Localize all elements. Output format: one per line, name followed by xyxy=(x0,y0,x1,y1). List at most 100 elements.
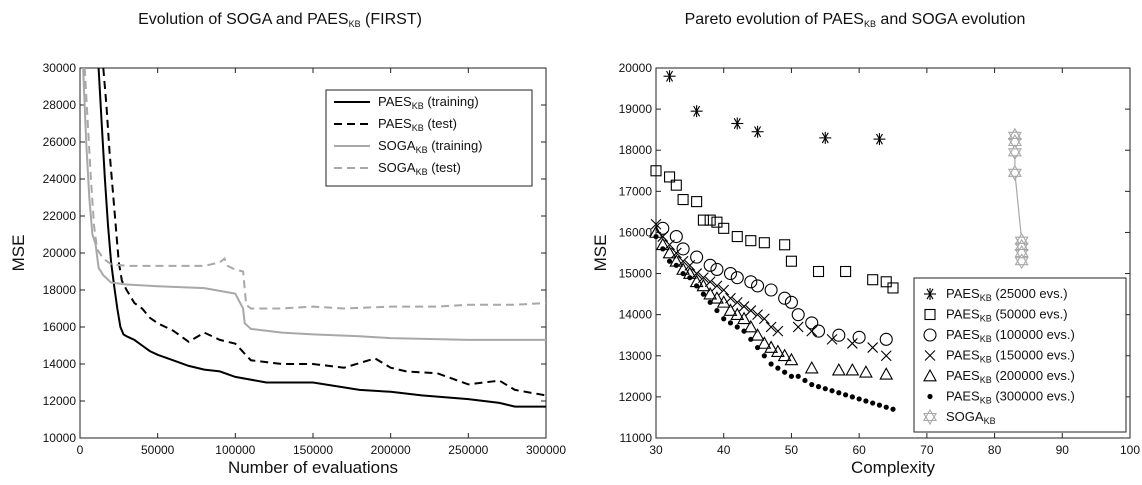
right-series-6-point xyxy=(700,291,707,297)
right-series-4-point xyxy=(677,255,689,267)
right-legend-label-4: PAESKB (150000 evs.) xyxy=(946,348,1075,365)
left-y-ticks: 10000 12000 14000 16000 18000 20000 22000 24000… xyxy=(43,61,546,445)
right-legend-label-5-main: PAES xyxy=(946,368,980,383)
right-legend-label-1-main: PAES xyxy=(946,286,980,301)
right-series-4-point xyxy=(772,325,784,337)
right-legend-label-5-sub: KB xyxy=(980,375,992,385)
right-legend-marker-4 xyxy=(924,350,936,361)
right-series-6-point xyxy=(721,316,727,322)
right-legend-label-1-sub: KB xyxy=(980,293,992,303)
right-series-6-point xyxy=(680,270,686,277)
right-y-tick-label: 14000 xyxy=(619,308,653,322)
right-series-6-point xyxy=(761,353,767,359)
left-x-tick-label: 0 xyxy=(77,443,84,457)
right-series-4-point xyxy=(758,313,770,325)
right-y-tick-label: 13000 xyxy=(619,349,653,363)
right-x-tick-label: 30 xyxy=(649,443,663,457)
left-x-tick-label: 150000 xyxy=(293,443,333,457)
right-series-6-point xyxy=(754,344,761,351)
right-series-4-point xyxy=(745,305,757,316)
right-series-2-point xyxy=(785,255,797,267)
right-series-6-point xyxy=(687,275,693,281)
right-series-5-point xyxy=(737,311,751,325)
right-series-4-point xyxy=(670,247,682,259)
right-x-ticks: 30 40 50 60 70 80 90 100 xyxy=(649,68,1140,457)
right-series-5-point xyxy=(743,319,758,333)
right-series-3-point xyxy=(751,279,765,293)
right-series-3-point xyxy=(723,267,738,281)
right-series-5-point xyxy=(764,340,779,353)
right-series-6-point xyxy=(673,262,679,268)
right-series-1-point xyxy=(819,131,832,144)
right-series-5-point xyxy=(710,291,724,304)
right-series-3-point xyxy=(778,291,792,305)
right-legend: PAESKB (25000 evs.)PAESKB (50000 evs.)PA… xyxy=(913,277,1127,433)
right-series-6-point xyxy=(856,396,862,402)
right-series-6-point xyxy=(809,381,815,388)
right-series-4-point xyxy=(731,296,743,308)
right-series-5-point xyxy=(757,336,772,349)
right-chart-title: Pareto evolution of PAESKB and SOGA evol… xyxy=(685,11,1026,29)
right-series-4-point xyxy=(752,309,763,321)
right-series-6-point xyxy=(714,307,720,314)
right-x-tick-label: 50 xyxy=(785,443,799,457)
left-legend-label-1-main: PAES xyxy=(378,94,412,109)
right-legend-label-7: SOGAKB xyxy=(946,409,996,426)
right-series-2-point xyxy=(812,265,825,278)
left-x-axis-label: Number of evaluations xyxy=(228,458,398,477)
right-series-6 xyxy=(653,233,896,412)
left-legend-label-4-main: SOGA xyxy=(378,160,416,175)
right-series-4-point xyxy=(718,284,730,296)
right-legend-label-3-sub: KB xyxy=(980,334,992,344)
right-series-4-point xyxy=(846,338,858,349)
right-series-6-point xyxy=(870,400,876,406)
right-series-2-point xyxy=(704,214,716,226)
left-legend-label-3-main: SOGA xyxy=(378,138,416,153)
right-series-3-point xyxy=(744,275,758,289)
right-series-6-point xyxy=(788,373,795,379)
right-series-4-point xyxy=(650,218,662,230)
left-y-tick-label: 20000 xyxy=(43,246,77,260)
right-series-5-point xyxy=(662,245,677,259)
right-series-7-point xyxy=(1007,164,1022,181)
left-legend-label-2: PAESKB (test) xyxy=(378,116,457,133)
right-legend-label-3: PAESKB (100000 evs.) xyxy=(946,327,1075,344)
right-series-group xyxy=(649,70,1029,412)
right-x-tick-label: 40 xyxy=(717,443,731,457)
right-series-3-point xyxy=(730,271,744,285)
right-series-1 xyxy=(663,70,886,146)
left-y-tick-label: 10000 xyxy=(43,431,77,445)
right-y-tick-label: 11000 xyxy=(620,431,653,445)
right-series-6-point xyxy=(795,373,801,379)
right-series-2 xyxy=(650,165,899,294)
right-series-5-point xyxy=(750,328,765,341)
right-series-3 xyxy=(656,221,893,346)
right-series-1-point xyxy=(751,125,764,138)
left-legend-label-1-suffix: (training) xyxy=(424,94,479,109)
right-y-tick-label: 15000 xyxy=(619,267,653,281)
right-series-1-point xyxy=(663,70,676,83)
right-legend-label-6-main: PAES xyxy=(946,389,980,404)
right-series-4-point xyxy=(867,342,879,353)
left-legend-label-4-sub: KB xyxy=(416,167,428,177)
right-legend-label-1: PAESKB (25000 evs.) xyxy=(946,286,1068,303)
right-legend-label-4-main: PAES xyxy=(946,348,980,363)
right-y-tick-label: 16000 xyxy=(619,225,653,239)
right-legend-label-5-suffix: (200000 evs.) xyxy=(992,368,1075,383)
right-series-3-point xyxy=(832,328,846,342)
right-series-6-point xyxy=(666,258,673,264)
right-series-1-point xyxy=(690,105,703,118)
left-y-tick-label: 16000 xyxy=(43,320,77,334)
right-legend-label-2-sub: KB xyxy=(980,314,992,324)
right-series-5-point xyxy=(696,278,711,292)
right-x-tick-label: 60 xyxy=(852,443,866,457)
right-series-6-point xyxy=(829,388,835,394)
left-x-tick-label: 300000 xyxy=(526,443,566,457)
left-x-tick-label: 100000 xyxy=(215,443,255,457)
left-series-line-1 xyxy=(97,68,546,408)
right-series-6-point xyxy=(707,299,713,305)
right-legend-label-3-suffix: (100000 evs.) xyxy=(992,327,1075,342)
right-series-4-point xyxy=(738,301,750,312)
left-legend-label-3: SOGAKB (training) xyxy=(378,138,483,155)
right-y-axis-label: MSE xyxy=(591,235,610,272)
